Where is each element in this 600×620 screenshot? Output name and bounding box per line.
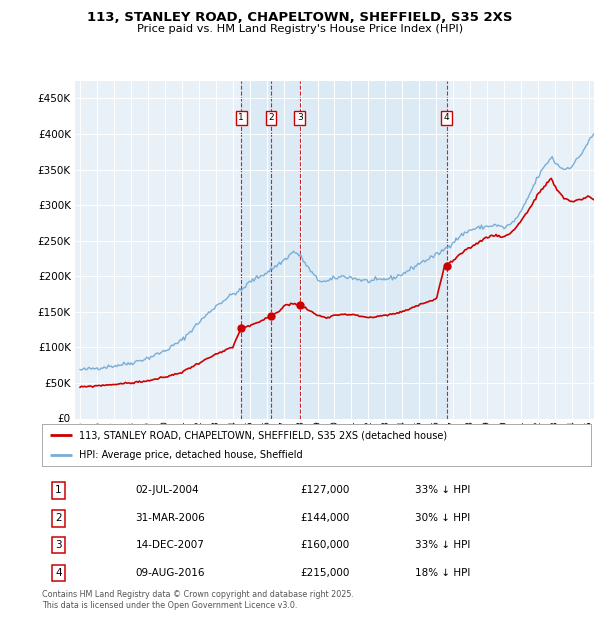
Text: 4: 4: [55, 568, 62, 578]
Text: 33% ↓ HPI: 33% ↓ HPI: [415, 485, 470, 495]
Text: 113, STANLEY ROAD, CHAPELTOWN, SHEFFIELD, S35 2XS (detached house): 113, STANLEY ROAD, CHAPELTOWN, SHEFFIELD…: [79, 430, 448, 440]
Text: 31-MAR-2006: 31-MAR-2006: [136, 513, 205, 523]
Bar: [271, 81, 300, 419]
Text: 09-AUG-2016: 09-AUG-2016: [136, 568, 205, 578]
Text: £127,000: £127,000: [300, 485, 349, 495]
Text: 113, STANLEY ROAD, CHAPELTOWN, SHEFFIELD, S35 2XS: 113, STANLEY ROAD, CHAPELTOWN, SHEFFIELD…: [87, 11, 513, 24]
Text: 1: 1: [55, 485, 62, 495]
Text: 33% ↓ HPI: 33% ↓ HPI: [415, 540, 470, 550]
Text: 3: 3: [55, 540, 62, 550]
Text: 3: 3: [297, 113, 302, 122]
Text: 4: 4: [444, 113, 449, 122]
Text: 14-DEC-2007: 14-DEC-2007: [136, 540, 204, 550]
Text: 2: 2: [268, 113, 274, 122]
Text: Contains HM Land Registry data © Crown copyright and database right 2025.
This d: Contains HM Land Registry data © Crown c…: [42, 590, 354, 609]
Text: 18% ↓ HPI: 18% ↓ HPI: [415, 568, 470, 578]
Bar: [300, 81, 446, 419]
Text: HPI: Average price, detached house, Sheffield: HPI: Average price, detached house, Shef…: [79, 450, 303, 460]
Text: 30% ↓ HPI: 30% ↓ HPI: [415, 513, 470, 523]
Text: 1: 1: [238, 113, 244, 122]
Text: £160,000: £160,000: [300, 540, 349, 550]
Text: 02-JUL-2004: 02-JUL-2004: [136, 485, 199, 495]
Text: Price paid vs. HM Land Registry's House Price Index (HPI): Price paid vs. HM Land Registry's House …: [137, 24, 463, 33]
Text: 2: 2: [55, 513, 62, 523]
Text: £144,000: £144,000: [300, 513, 349, 523]
Text: £215,000: £215,000: [300, 568, 349, 578]
Bar: [241, 81, 271, 419]
